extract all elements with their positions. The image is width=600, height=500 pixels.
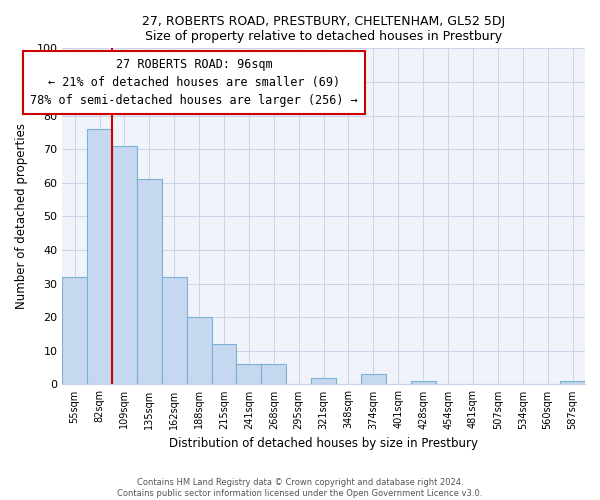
Bar [262, 364, 286, 384]
Bar [162, 277, 187, 384]
Bar [212, 344, 236, 385]
Title: 27, ROBERTS ROAD, PRESTBURY, CHELTENHAM, GL52 5DJ
Size of property relative to d: 27, ROBERTS ROAD, PRESTBURY, CHELTENHAM,… [142, 15, 505, 43]
Bar [560, 381, 585, 384]
Bar [87, 129, 112, 384]
Bar [187, 317, 212, 384]
Bar [311, 378, 336, 384]
Bar [361, 374, 386, 384]
Bar [236, 364, 262, 384]
Bar [62, 277, 87, 384]
Bar [411, 381, 436, 384]
Bar [112, 146, 137, 384]
Bar [137, 180, 162, 384]
X-axis label: Distribution of detached houses by size in Prestbury: Distribution of detached houses by size … [169, 437, 478, 450]
Y-axis label: Number of detached properties: Number of detached properties [15, 124, 28, 310]
Text: Contains HM Land Registry data © Crown copyright and database right 2024.
Contai: Contains HM Land Registry data © Crown c… [118, 478, 482, 498]
Text: 27 ROBERTS ROAD: 96sqm
← 21% of detached houses are smaller (69)
78% of semi-det: 27 ROBERTS ROAD: 96sqm ← 21% of detached… [30, 58, 358, 108]
